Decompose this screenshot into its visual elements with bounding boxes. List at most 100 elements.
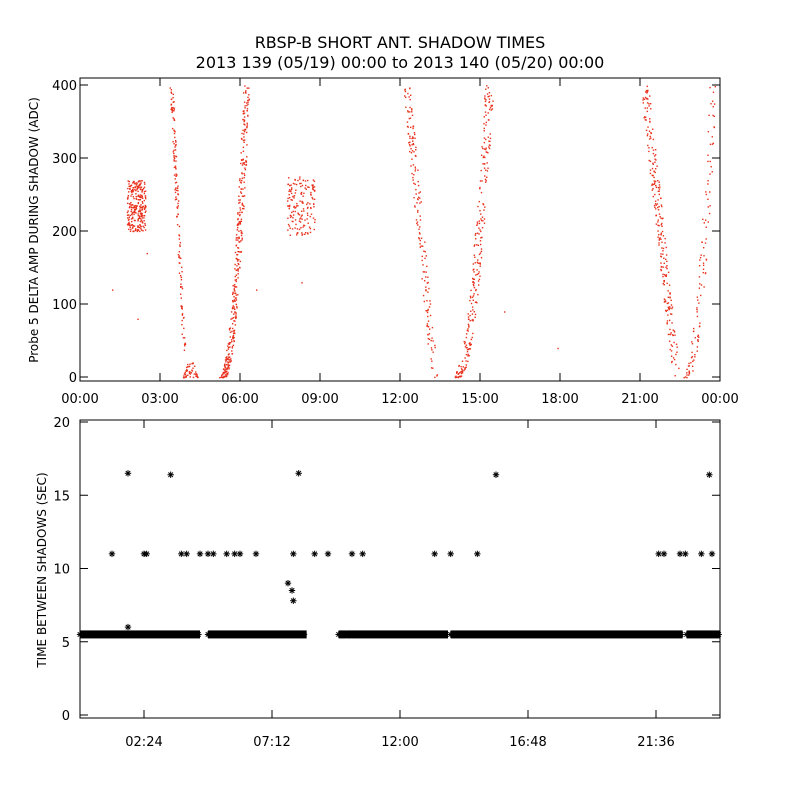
top-data-point <box>488 146 490 148</box>
top-data-point <box>409 137 411 139</box>
top-data-point <box>485 148 487 151</box>
top-data-point <box>417 169 419 171</box>
top-data-point <box>135 208 137 210</box>
top-data-point <box>299 178 301 180</box>
top-data-point <box>648 103 650 105</box>
top-data-point <box>301 232 303 234</box>
top-data-point <box>487 112 489 114</box>
top-data-point <box>691 351 693 354</box>
top-data-point <box>651 146 653 149</box>
top-data-point <box>233 320 235 322</box>
top-data-point <box>416 221 419 223</box>
bottom-data-point <box>300 631 308 638</box>
top-data-point <box>662 275 664 278</box>
top-data-point <box>693 327 695 330</box>
top-data-point <box>178 238 181 240</box>
top-data-point <box>490 104 492 107</box>
top-data-point <box>135 182 138 184</box>
top-data-point <box>143 190 146 193</box>
top-data-point <box>652 163 654 165</box>
top-data-point <box>195 373 198 375</box>
top-data-point <box>697 340 699 343</box>
top-data-point <box>239 201 241 204</box>
top-data-point <box>655 184 657 187</box>
top-data-point <box>418 237 420 239</box>
top-data-point <box>465 344 468 346</box>
top-data-point <box>707 206 709 208</box>
top-data-point <box>663 281 665 283</box>
top-data-point <box>296 205 298 207</box>
top-data-point <box>178 272 181 274</box>
top-data-point <box>136 188 138 191</box>
top-data-point <box>139 230 141 233</box>
top-data-point <box>232 344 235 347</box>
top-data-point <box>485 147 487 149</box>
top-data-point <box>223 375 225 377</box>
top-data-point <box>312 203 315 205</box>
top-data-point <box>186 366 189 368</box>
top-data-point <box>142 202 144 204</box>
top-data-point <box>139 198 142 201</box>
top-data-point <box>225 361 227 363</box>
top-data-point <box>647 126 649 128</box>
top-data-point <box>172 141 174 143</box>
top-data-point <box>479 263 482 265</box>
top-data-point <box>470 302 473 305</box>
top-data-point <box>488 144 491 146</box>
top-data-point <box>131 213 133 215</box>
top-data-point <box>702 264 705 267</box>
top-data-point <box>408 142 410 144</box>
top-data-point <box>683 376 685 379</box>
top-data-point <box>472 332 474 335</box>
top-data-point <box>246 87 248 89</box>
top-data-point <box>130 191 133 193</box>
top-data-point <box>482 147 484 150</box>
top-data-point <box>313 186 316 188</box>
top-data-point <box>410 108 413 110</box>
top-data-point <box>671 306 674 308</box>
top-data-point <box>657 190 659 193</box>
top-data-point <box>467 353 469 356</box>
top-data-point <box>424 250 426 253</box>
top-data-point <box>128 224 131 227</box>
top-data-point <box>236 265 238 267</box>
top-data-point <box>705 238 707 240</box>
top-data-point <box>432 351 434 353</box>
top-data-point <box>174 188 176 191</box>
top-data-point <box>644 119 647 121</box>
top-data-point <box>415 219 418 221</box>
top-data-point <box>241 177 244 180</box>
top-data-point <box>240 162 242 165</box>
top-data-point <box>131 227 134 229</box>
top-data-point <box>240 182 242 184</box>
top-data-point <box>663 298 666 300</box>
top-data-point <box>300 182 302 185</box>
top-data-point <box>136 230 139 233</box>
top-data-point <box>434 344 436 347</box>
top-data-point <box>653 176 655 179</box>
top-data-point <box>290 188 293 191</box>
top-data-point <box>139 220 142 223</box>
top-data-point <box>658 224 660 227</box>
top-data-point <box>410 126 412 129</box>
top-data-point <box>478 253 481 256</box>
top-data-point <box>654 171 656 174</box>
top-data-point <box>657 199 659 201</box>
top-data-point <box>235 274 238 276</box>
top-data-point <box>504 311 506 313</box>
top-data-point <box>233 336 235 339</box>
top-data-point <box>140 182 142 184</box>
top-data-point <box>477 262 479 264</box>
top-data-point <box>181 313 184 315</box>
top-data-point <box>428 338 431 341</box>
top-data-point <box>472 320 474 322</box>
top-data-point <box>137 217 140 220</box>
top-data-point <box>676 351 678 353</box>
top-data-point <box>657 209 660 211</box>
top-data-point <box>128 216 131 218</box>
top-data-point <box>425 309 427 312</box>
top-data-point <box>660 217 662 219</box>
top-data-point <box>692 370 694 372</box>
top-data-point <box>304 187 306 189</box>
top-data-point <box>236 237 238 239</box>
